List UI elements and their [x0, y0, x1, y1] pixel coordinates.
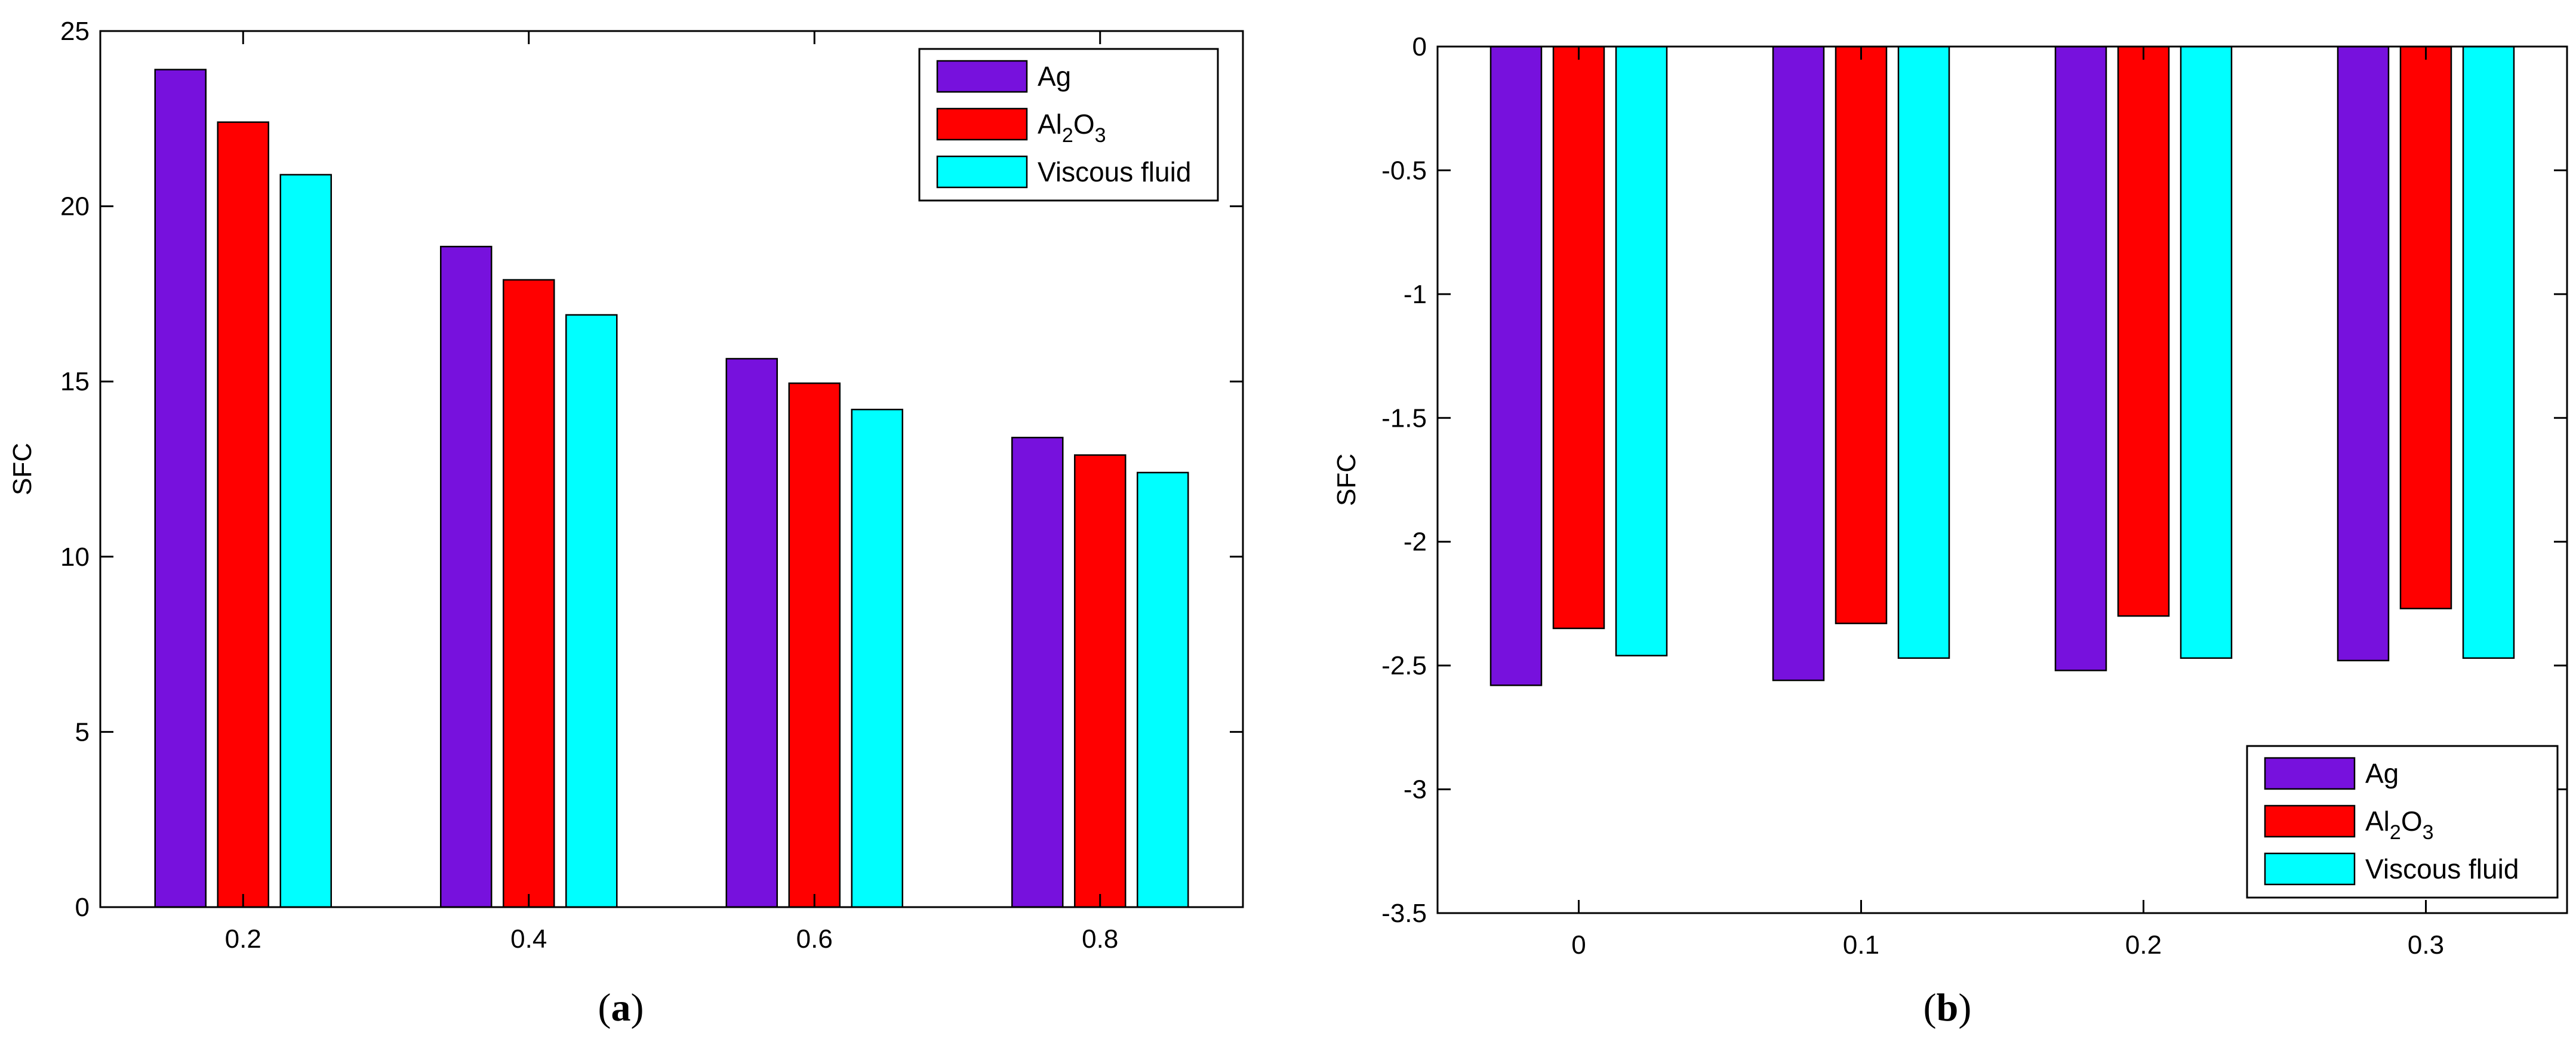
legend-swatch-viscous-fluid — [936, 155, 1028, 189]
legend-swatch-viscous-fluid — [2264, 852, 2356, 886]
y-axis-label: SFC — [8, 443, 37, 495]
legend-subscript: 2 — [2390, 821, 2401, 844]
legend-swatch-al2o3 — [936, 107, 1028, 141]
bar-ag-0.8 — [1011, 436, 1064, 908]
bar-ag-0.2 — [154, 69, 207, 908]
bar-al2o3-0.2 — [2117, 45, 2170, 617]
legend-subscript: 3 — [1095, 124, 1106, 147]
chart-panel-b: -3.5-3-2.5-2-1.5-1-0.500 0.1 0.2 0.3SFCAgAl… — [1332, 32, 2568, 1029]
bar-ag-0.6 — [725, 357, 778, 908]
y-axis-label: SFC — [1332, 454, 1361, 506]
bar-al2o3-0 — [1552, 45, 1605, 630]
legend-label-ag: Ag — [2365, 758, 2399, 789]
bar-al2o3-0.1 — [1835, 45, 1888, 624]
y-tick-label: -0.5 — [1381, 156, 1427, 185]
y-tick-label: -1.5 — [1381, 403, 1427, 433]
y-tick-label: -2.5 — [1381, 651, 1427, 680]
bar-viscous-fluid-0.1 — [1897, 45, 1950, 659]
legend-subscript: 2 — [1062, 124, 1073, 147]
legend-label-viscous-fluid: Viscous fluid — [2365, 853, 2519, 884]
y-tick-label: 10 — [60, 542, 90, 572]
plot-area-frame-top — [1436, 45, 2568, 914]
bar-al2o3-0.4 — [503, 279, 555, 908]
x-tick-label: 0.8 — [1082, 924, 1118, 954]
panel-label-letter: a — [611, 986, 631, 1029]
bar-viscous-fluid-0.3 — [2462, 45, 2515, 659]
x-tick-label: 0 — [1571, 930, 1586, 960]
panel-label-letter: b — [1937, 986, 1959, 1029]
x-tick-label: 0.1 — [1843, 930, 1879, 960]
bar-ag-0.2 — [2054, 45, 2107, 671]
legend-subscript: 3 — [2423, 821, 2434, 844]
bar-al2o3-0.6 — [788, 382, 841, 908]
y-tick-label: -3 — [1404, 775, 1427, 804]
bar-viscous-fluid-0.2 — [2180, 45, 2233, 659]
y-tick-label: -2 — [1404, 528, 1427, 557]
bar-viscous-fluid-0.4 — [565, 314, 618, 908]
y-tick-label: 25 — [60, 17, 90, 46]
x-tick-label: 0.6 — [796, 924, 833, 954]
legend-label-part: O — [1073, 109, 1095, 140]
y-tick-label: 15 — [60, 367, 90, 396]
legend-swatch-ag — [2264, 757, 2356, 790]
x-tick-label: 0.2 — [2125, 930, 2162, 960]
x-tick-label: 0.2 — [225, 924, 261, 954]
legend-label-part: O — [2401, 806, 2423, 837]
bar-viscous-fluid-0.8 — [1137, 471, 1189, 908]
bar-viscous-fluid-0 — [1615, 45, 1668, 656]
x-tick-label: 0.3 — [2408, 930, 2444, 960]
y-tick-label: 0 — [1412, 32, 1427, 61]
bar-al2o3-0.8 — [1074, 454, 1127, 908]
y-tick-label: 5 — [75, 717, 90, 747]
y-tick-label: -3.5 — [1381, 899, 1427, 928]
bar-al2o3-0.3 — [2399, 45, 2452, 609]
plot-area-frame-top — [99, 30, 1244, 908]
bar-al2o3-0.2 — [217, 121, 269, 908]
panel-label: (a) — [598, 986, 644, 1029]
legend-swatch-al2o3 — [2264, 804, 2356, 838]
y-tick-label: -1 — [1404, 280, 1427, 309]
y-tick-label: 20 — [60, 192, 90, 221]
legend-swatch-ag — [936, 60, 1028, 93]
bar-ag-0.4 — [440, 245, 493, 908]
panel-label: (b) — [1923, 986, 1972, 1029]
bar-viscous-fluid-0.6 — [851, 408, 903, 908]
x-tick-label: 0.4 — [510, 924, 547, 954]
y-tick-label: 0 — [75, 893, 90, 922]
bar-ag-0.1 — [1772, 45, 1825, 682]
legend-label-ag: Ag — [1038, 61, 1071, 92]
legend-label-viscous-fluid: Viscous fluid — [1038, 156, 1191, 187]
bar-ag-0.3 — [2337, 45, 2390, 662]
bar-ag-0 — [1489, 45, 1543, 686]
bar-viscous-fluid-0.2 — [279, 174, 332, 908]
